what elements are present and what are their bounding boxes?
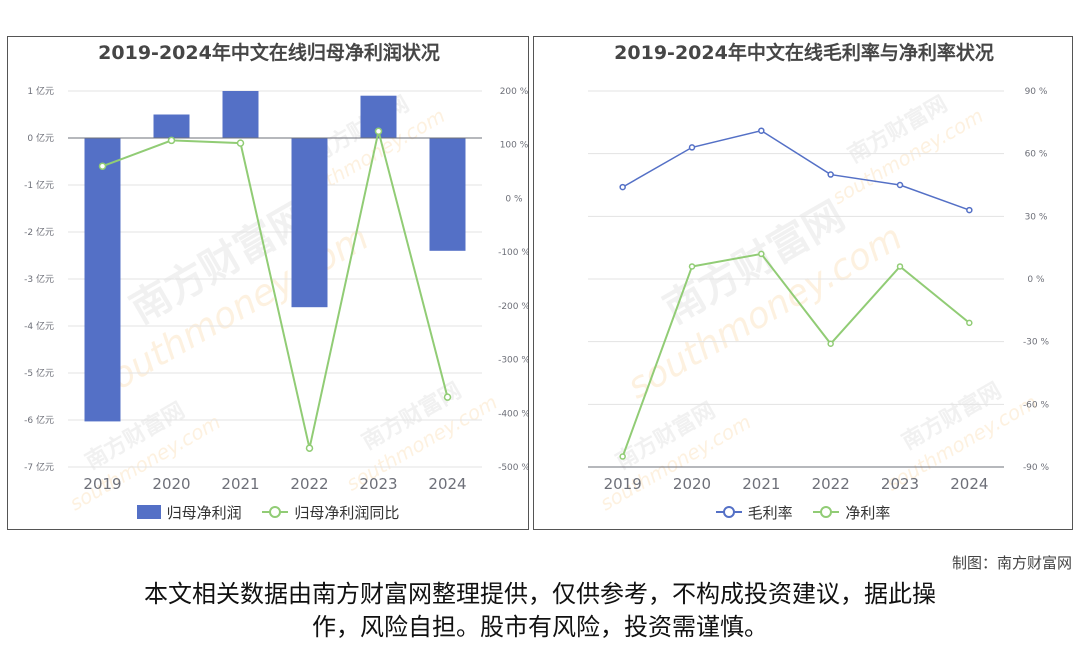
yoy-point-2021 xyxy=(236,139,245,147)
legend-label-net-margin: 净利率 xyxy=(845,503,891,522)
x-axis-tick-label: 2020 xyxy=(673,475,711,493)
right-axis-tick-label: -400 % xyxy=(498,409,529,419)
legend-line-swatch-green xyxy=(813,505,840,519)
disclaimer-line-2: 作，风险自担。股市有风险，投资需谨慎。 xyxy=(312,613,768,641)
left-axis-tick-label: 0 亿元 xyxy=(27,132,54,144)
x-axis-tick-label: 2023 xyxy=(359,475,397,493)
yoy-point-2020 xyxy=(167,136,176,145)
gross-margin-point-2024 xyxy=(966,206,973,214)
right-axis-tick-label: -90 % xyxy=(1023,463,1050,473)
x-axis-tick-label: 2020 xyxy=(152,475,190,493)
right-axis-tick-label: -60 % xyxy=(1023,400,1050,410)
watermark: 南方财富网southmoney.com南方财富网southmoney.com南方… xyxy=(596,91,1041,515)
yoy-point-2022 xyxy=(305,444,314,452)
x-axis-tick-label: 2022 xyxy=(290,475,328,493)
x-axis-tick-label: 2024 xyxy=(428,475,466,493)
bar-2024 xyxy=(429,138,466,251)
bar-2019 xyxy=(84,138,121,422)
margin-legend: 毛利率 净利率 xyxy=(534,502,1072,524)
right-axis-tick-label: 200 % xyxy=(500,87,529,97)
bar-2021 xyxy=(222,91,259,138)
gross-margin-point-2023 xyxy=(896,181,904,189)
legend-label-net-profit: 归母净利润 xyxy=(166,503,242,522)
yoy-line xyxy=(102,131,449,449)
right-axis-tick-label: -100 % xyxy=(498,248,529,258)
x-axis-tick-label: 2021 xyxy=(742,475,780,493)
right-axis-tick-label: -200 % xyxy=(498,302,529,312)
net-profit-chart-panel: 南方财富网 southmoney.com 南方财富网 southmoney.com 南方… xyxy=(7,36,529,530)
legend-bar-swatch xyxy=(136,505,161,519)
bar-2022 xyxy=(291,138,328,308)
legend-item-net-profit-yoy[interactable]: 归母净利润同比 xyxy=(262,502,399,523)
net-margin-point-2024 xyxy=(966,319,973,327)
margin-chart: 南方财富网southmoney.com南方财富网southmoney.com南方… xyxy=(588,41,1050,515)
net-margin-point-2019 xyxy=(619,453,626,460)
yoy-point-2019 xyxy=(98,162,107,170)
chart-credit: 制图：南方财富网 xyxy=(951,554,1072,572)
x-axis-tick-label: 2019 xyxy=(83,475,121,493)
bar-2020 xyxy=(153,114,190,138)
gross-margin-point-2021 xyxy=(758,127,765,134)
gross-margin-line xyxy=(622,129,970,211)
legend-item-gross-margin[interactable]: 毛利率 xyxy=(715,502,793,523)
net-margin-point-2021 xyxy=(758,250,765,258)
left-axis-tick-label: -7 亿元 xyxy=(24,461,54,473)
x-axis-tick-label: 2019 xyxy=(604,475,642,493)
yoy-point-2024 xyxy=(443,393,452,401)
chart-title: 2019-2024年中文在线归母净利润状况 xyxy=(98,41,440,64)
x-axis-tick-label: 2024 xyxy=(950,475,988,493)
right-axis-tick-label: -30 % xyxy=(1023,338,1050,348)
gross-margin-point-2019 xyxy=(619,183,626,191)
disclaimer: 本文相关数据由南方财富网整理提供，仅供参考，不构成投资建议，据此操 作，风险自担… xyxy=(40,578,1040,644)
left-axis-tick-label: -1 亿元 xyxy=(24,179,54,191)
left-axis-tick-label: -4 亿元 xyxy=(24,320,54,332)
net-margin-point-2023 xyxy=(896,263,904,270)
x-axis-tick-label: 2023 xyxy=(881,475,919,493)
right-axis-tick-label: 0 % xyxy=(1027,275,1045,285)
gross-margin-point-2022 xyxy=(827,171,834,178)
left-axis-tick-label: -5 亿元 xyxy=(24,367,54,379)
left-axis-tick-label: -6 亿元 xyxy=(24,414,54,426)
right-axis-tick-label: 90 % xyxy=(1025,87,1048,97)
right-axis-tick-label: 0 % xyxy=(505,194,523,204)
left-axis-tick-label: -3 亿元 xyxy=(24,273,54,285)
yoy-point-2023 xyxy=(374,127,383,136)
right-axis-tick-label: 60 % xyxy=(1025,150,1048,160)
right-axis-tick-label: 100 % xyxy=(500,141,529,151)
x-axis-tick-label: 2022 xyxy=(812,475,850,493)
left-axis-tick-label: 1 亿元 xyxy=(27,85,54,97)
legend-line-swatch xyxy=(262,505,289,519)
net-margin-line xyxy=(621,252,970,457)
right-axis-tick-label: 30 % xyxy=(1025,212,1048,222)
net-margin-point-2020 xyxy=(688,263,696,270)
legend-item-net-profit[interactable]: 归母净利润 xyxy=(136,502,242,523)
net-margin-point-2022 xyxy=(827,340,834,348)
gross-margin-point-2020 xyxy=(688,144,696,151)
chart-title: 2019-2024年中文在线毛利率与净利率状况 xyxy=(614,41,994,64)
right-axis-tick-label: -500 % xyxy=(498,463,529,473)
right-axis-tick-label: -300 % xyxy=(498,356,529,366)
left-axis-tick-label: -2 亿元 xyxy=(24,226,54,238)
net-profit-legend: 归母净利润 归母净利润同比 xyxy=(8,502,528,524)
net-profit-chart: 南方财富网southmoney.com南方财富网southmoney.com南方… xyxy=(24,41,529,515)
legend-line-swatch-blue xyxy=(715,505,742,519)
legend-label-gross-margin: 毛利率 xyxy=(747,503,793,522)
legend-item-net-margin[interactable]: 净利率 xyxy=(813,502,890,523)
legend-label-net-profit-yoy: 归母净利润同比 xyxy=(294,503,400,522)
x-axis-tick-label: 2021 xyxy=(221,475,259,493)
disclaimer-line-1: 本文相关数据由南方财富网整理提供，仅供参考，不构成投资建议，据此操 xyxy=(144,580,936,608)
margin-chart-panel: 南方财富网 southmoney.com 南方财富网 southmoney.com 南方… xyxy=(533,36,1073,530)
